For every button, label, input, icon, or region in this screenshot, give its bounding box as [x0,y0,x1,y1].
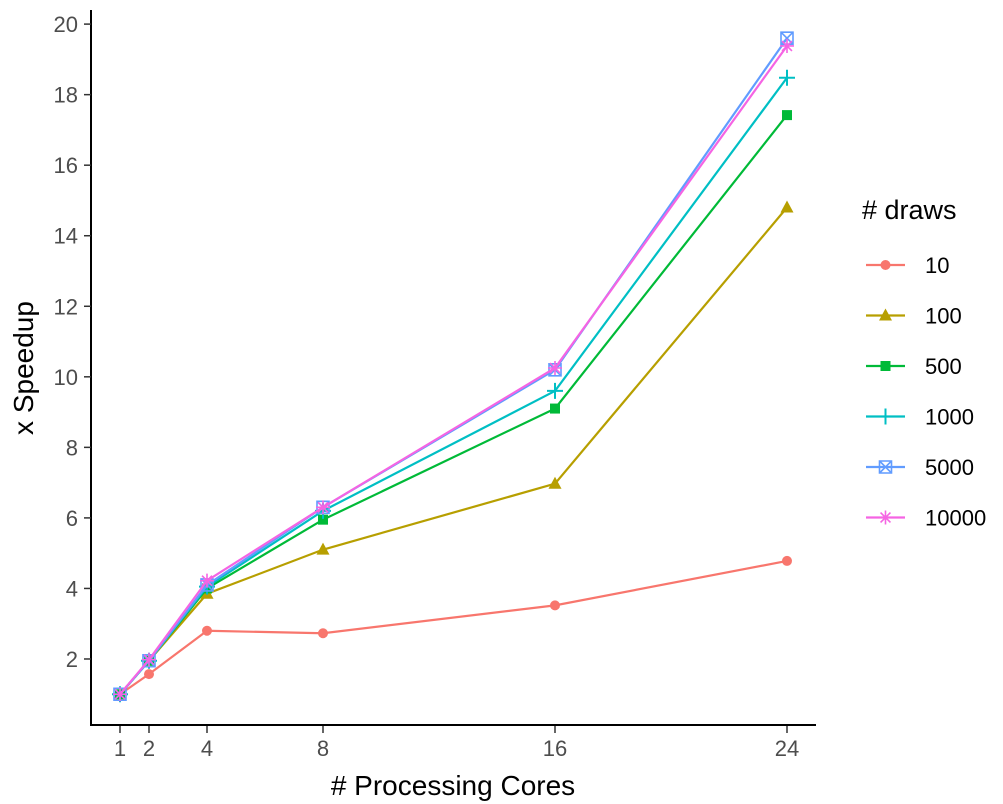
legend-label: 5000 [925,455,974,480]
y-axis-title: x Speedup [8,301,39,435]
series-line [119,114,788,695]
legend-key-marker [880,260,891,270]
legend: # draws 10 100 500 1000 5000 10000 [862,195,986,531]
legend-item-10: 10 [866,253,949,278]
series-line [119,77,788,695]
legend-title: # draws [862,195,957,225]
legend-key-marker [878,510,893,525]
x-tick-label: 24 [775,736,799,761]
y-tick-label: 4 [66,576,78,601]
data-point [550,403,560,414]
legend-item-100: 100 [866,304,962,329]
x-ticks: 1 2 4 8 16 24 [114,726,799,761]
x-tick-label: 2 [143,736,155,761]
series-1000 [112,69,795,703]
y-tick-label: 14 [54,224,78,249]
y-tick-label: 18 [54,83,78,108]
x-tick-label: 4 [201,736,213,761]
legend-label: 1000 [925,405,974,430]
series-100 [113,200,794,700]
x-tick-label: 1 [114,736,126,761]
legend-label: 500 [925,354,962,379]
data-point [780,38,794,53]
data-point [782,110,792,121]
x-axis-title: # Processing Cores [331,770,575,801]
legend-items: 10 100 500 1000 5000 10000 [866,253,986,531]
data-point [779,69,795,86]
series-line [119,206,788,695]
legend-key-marker [880,361,891,371]
data-point [547,382,563,399]
data-point [780,200,794,213]
legend-label: 10 [925,253,949,278]
data-point [782,555,792,566]
series-line [119,559,788,696]
data-point [318,514,328,525]
plot-area [112,31,795,703]
legend-item-500: 500 [866,354,962,379]
y-tick-label: 16 [54,153,78,178]
series-line [119,45,788,695]
data-point [318,628,328,639]
data-point [316,542,330,555]
y-tick-label: 2 [66,647,78,672]
legend-label: 100 [925,304,962,329]
legend-key-marker [877,408,894,425]
series-5000 [113,31,794,702]
y-tick-label: 12 [54,294,78,319]
data-point [113,687,127,702]
data-point [200,573,214,588]
legend-key-marker [879,308,892,321]
data-point [142,652,156,667]
x-tick-label: 8 [317,736,329,761]
series-10000 [113,38,794,702]
legend-item-10000: 10000 [866,506,986,531]
legend-item-1000: 1000 [866,405,974,430]
x-tick-label: 16 [543,736,567,761]
legend-label: 10000 [925,506,986,531]
series-line [119,37,788,695]
data-point [316,500,330,515]
data-point [202,625,212,636]
data-point [144,669,154,680]
series-500 [115,110,792,700]
y-tick-label: 10 [54,365,78,390]
data-point [548,361,562,375]
data-point [550,600,560,611]
y-ticks: 2 4 6 8 10 12 14 16 18 20 [54,12,91,672]
legend-key-marker [878,460,893,474]
y-tick-label: 20 [54,12,78,37]
y-tick-label: 8 [66,435,78,460]
data-point [548,476,562,489]
y-tick-label: 6 [66,506,78,531]
legend-item-5000: 5000 [866,455,974,480]
